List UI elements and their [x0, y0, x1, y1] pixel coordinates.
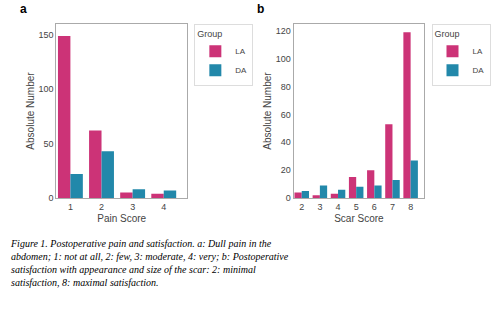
svg-text:DA: DA	[473, 66, 485, 75]
svg-text:Group: Group	[197, 29, 222, 39]
svg-text:Absolute Number: Absolute Number	[25, 72, 36, 150]
svg-text:120: 120	[276, 26, 291, 36]
svg-text:4: 4	[336, 202, 341, 212]
svg-text:50: 50	[44, 139, 54, 149]
svg-text:Pain Score: Pain Score	[97, 213, 146, 224]
svg-text:a: a	[20, 2, 27, 16]
svg-text:2: 2	[299, 202, 304, 212]
svg-text:Scar Score: Scar Score	[334, 213, 384, 224]
svg-text:Group: Group	[435, 29, 460, 39]
svg-text:7: 7	[390, 202, 395, 212]
svg-text:1: 1	[68, 202, 73, 212]
svg-text:150: 150	[39, 30, 54, 40]
svg-text:LA: LA	[473, 47, 483, 56]
svg-text:0: 0	[286, 193, 291, 203]
svg-text:80: 80	[281, 82, 291, 92]
svg-text:b: b	[257, 2, 264, 16]
svg-text:Absolute Number: Absolute Number	[262, 72, 273, 150]
svg-text:LA: LA	[235, 47, 245, 56]
svg-text:DA: DA	[235, 66, 247, 75]
svg-text:2: 2	[99, 202, 104, 212]
svg-text:20: 20	[281, 165, 291, 175]
svg-text:3: 3	[130, 202, 135, 212]
svg-text:40: 40	[281, 137, 291, 147]
svg-text:100: 100	[276, 54, 291, 64]
svg-text:5: 5	[354, 202, 359, 212]
svg-text:3: 3	[317, 202, 322, 212]
svg-text:60: 60	[281, 110, 291, 120]
svg-text:0: 0	[49, 193, 54, 203]
svg-text:Figure 1. Postoperative pain a: Figure 1. Postoperative pain and satisfa…	[10, 238, 289, 288]
svg-text:8: 8	[408, 202, 413, 212]
svg-text:6: 6	[372, 202, 377, 212]
svg-text:4: 4	[161, 202, 166, 212]
svg-text:100: 100	[39, 84, 54, 94]
